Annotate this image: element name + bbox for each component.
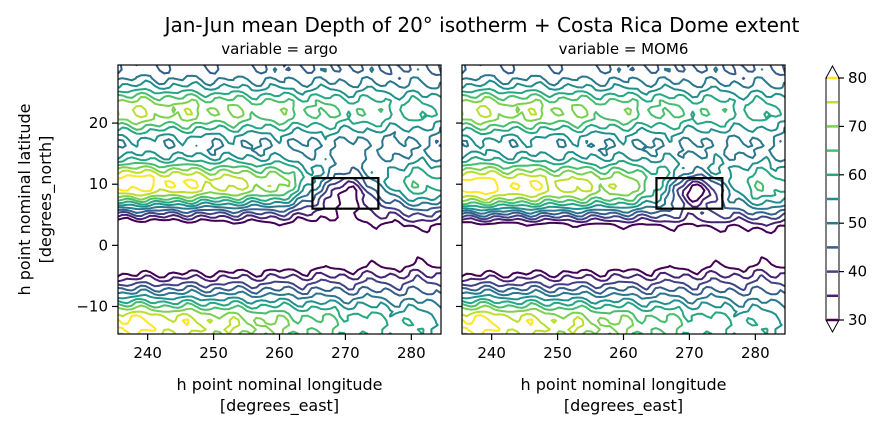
x-tick-label: 270 (331, 344, 360, 362)
colorbar-tick-label: 60 (848, 166, 867, 184)
x-tick-label: 280 (397, 344, 426, 362)
contour-lines-argo (118, 65, 441, 334)
x-tick-label: 260 (265, 344, 294, 362)
x-axis-label-mom6: h point nominal longitude (521, 375, 727, 394)
y-axis-label-argo: h point nominal latitude (15, 104, 34, 296)
colorbar-tick-label: 80 (848, 69, 867, 87)
y-tick-label: 20 (89, 114, 108, 132)
panel-argo-subtitle: variable = argo (221, 40, 337, 58)
x-axis-label-argo: h point nominal longitude (177, 375, 383, 394)
colorbar-tick-label: 70 (848, 117, 867, 135)
x-tick-label: 250 (199, 344, 228, 362)
contour-lines-mom6 (462, 65, 785, 334)
x-tick-label: 270 (675, 344, 704, 362)
contour-level-45 (462, 65, 785, 296)
x-tick-label: 240 (477, 344, 506, 362)
x-axis-units-argo: [degrees_east] (220, 396, 339, 416)
panel-mom6-subtitle: variable = MOM6 (559, 40, 689, 58)
y-tick-label: 0 (98, 236, 108, 254)
x-tick-label: 280 (741, 344, 770, 362)
contour-level-45 (118, 65, 441, 296)
contour-level-35 (462, 182, 785, 282)
figure-title: Jan-Jun mean Depth of 20° isotherm + Cos… (163, 13, 800, 37)
x-tick-label: 250 (543, 344, 572, 362)
colorbar-tick-label: 30 (848, 311, 867, 329)
colorbar-tick-label: 50 (848, 214, 867, 232)
colorbar-tick-label: 40 (848, 263, 867, 281)
x-tick-label: 240 (133, 344, 162, 362)
colorbar-extend-min (826, 320, 839, 332)
y-tick-label: 10 (89, 175, 108, 193)
panel-mom6: variable = MOM6 240 250 260 270 280 h point … (456, 40, 785, 416)
y-tick-label: −10 (76, 297, 108, 315)
x-tick-label: 260 (609, 344, 638, 362)
x-axis-units-mom6: [degrees_east] (564, 396, 683, 416)
y-axis-units-argo: [degrees_north] (36, 136, 56, 264)
panel-argo: variable = argo 240 250 260 270 280−1001020 … (15, 40, 441, 416)
colorbar: 30 40 50 60 70 80 (826, 66, 867, 332)
colorbar-extend-max (826, 66, 839, 78)
